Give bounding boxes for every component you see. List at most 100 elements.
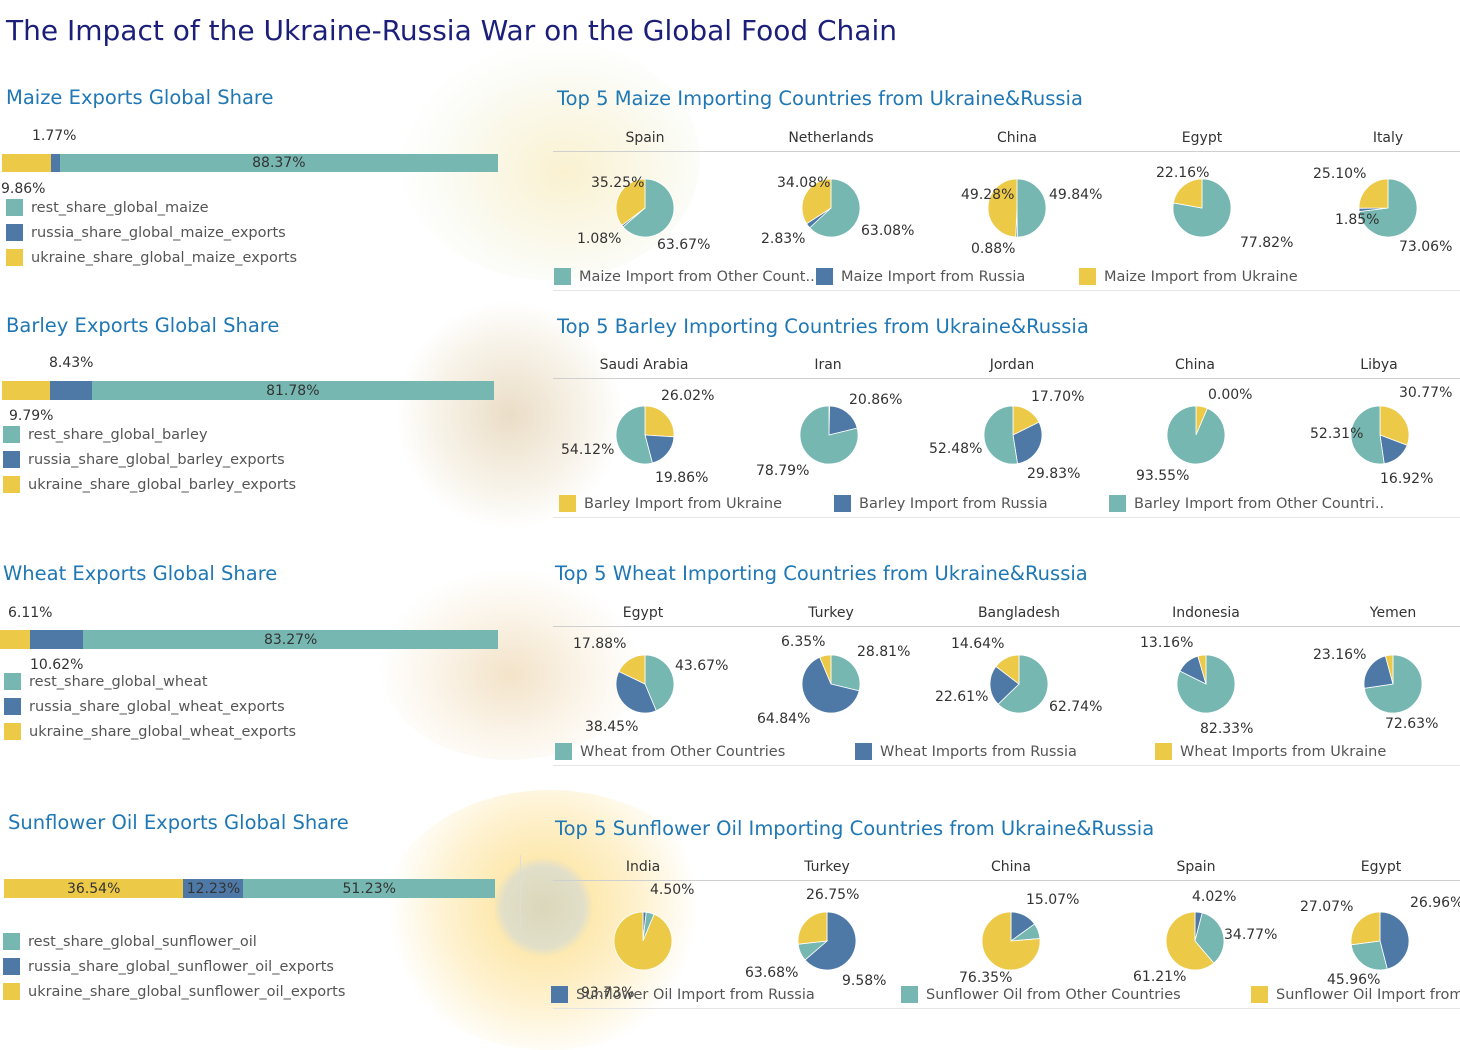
bar-data-label: 9.86%	[1, 181, 46, 197]
pie-china	[981, 911, 1041, 971]
pie-slice-ukraine	[618, 654, 646, 685]
legend-label: Barley Import from Ukraine	[584, 495, 783, 512]
legend-label: ukraine_share_global_wheat_exports	[29, 723, 297, 740]
bar-segment-rest: 83.27%	[83, 630, 498, 649]
pie-bangladesh	[989, 654, 1049, 714]
pie-data-label: 22.61%	[935, 689, 989, 705]
pie-data-label: 43.67%	[675, 658, 729, 674]
legend-label: ukraine_share_global_sunflower_oil_expor…	[28, 983, 346, 1000]
pie-data-label: 28.81%	[857, 644, 911, 660]
pie-slice-russia	[615, 670, 657, 714]
pie-data-label: 25.10%	[1313, 166, 1367, 182]
bar-data-label: 9.79%	[9, 408, 54, 424]
bar-segment-russia	[50, 154, 60, 172]
pie-spain	[615, 178, 675, 238]
pie-legend-item: Wheat Imports from Russia	[855, 743, 1077, 760]
country-header: Yemen	[1369, 605, 1417, 621]
legend-swatch	[4, 673, 21, 690]
bar-segment-ukraine	[2, 381, 51, 400]
pie-slice-russia	[801, 656, 860, 714]
legend-swatch	[1079, 268, 1096, 285]
pie-slice-ukraine	[1384, 654, 1394, 685]
legend-swatch	[551, 986, 568, 1003]
stacked-bar: 83.27%	[0, 630, 498, 649]
country-header: Bangladesh	[977, 605, 1061, 621]
pie-chart-title: Top 5 Sunflower Oil Importing Countries …	[555, 817, 1155, 840]
pie-data-label: 6.35%	[781, 634, 826, 650]
legend-swatch	[4, 723, 21, 740]
legend-label: russia_share_global_wheat_exports	[29, 698, 285, 715]
pie-slice-ukraine	[995, 654, 1020, 685]
pie-slice-ukraine	[987, 178, 1018, 238]
pie-chart-title: Top 5 Wheat Importing Countries from Ukr…	[555, 562, 1088, 585]
wheat-background-image	[380, 570, 640, 760]
pie-slice-rest	[622, 178, 675, 238]
pie-egypt	[1172, 178, 1232, 238]
pie-slice-ukraine	[1379, 405, 1410, 446]
legend-swatch	[3, 476, 20, 493]
pie-data-label: 26.02%	[661, 388, 715, 404]
pie-slice-rest	[983, 405, 1018, 465]
bar-legend-item: rest_share_global_wheat	[4, 673, 208, 690]
pie-data-label: 77.82%	[1240, 235, 1294, 251]
country-header: Turkey	[804, 859, 850, 875]
legend-swatch	[834, 495, 851, 512]
pie-data-label: 93.73%	[581, 985, 635, 1001]
pie-slice-ukraine	[801, 178, 832, 225]
legend-label: Maize Import from Other Count..	[579, 268, 815, 285]
legend-swatch	[3, 451, 20, 468]
legend-swatch	[554, 268, 571, 285]
barley-background-image	[395, 300, 625, 530]
pie-data-label: 16.92%	[1380, 471, 1434, 487]
legend-swatch	[855, 743, 872, 760]
pie-data-label: 4.02%	[1192, 889, 1237, 905]
pie-data-label: 17.70%	[1031, 389, 1085, 405]
legend-label: russia_share_global_sunflower_oil_export…	[28, 958, 334, 975]
bar-chart-title: Sunflower Oil Exports Global Share	[8, 811, 349, 834]
legend-label: Sunflower Oil Import from Russia	[576, 986, 815, 1003]
page-title: The Impact of the Ukraine-Russia War on …	[6, 14, 897, 47]
legend-label: Sunflower Oil from Other Countries	[926, 986, 1181, 1003]
legend-label: Maize Import from Russia	[841, 268, 1026, 285]
pie-data-label: 64.84%	[757, 711, 811, 727]
legend-swatch	[4, 698, 21, 715]
header-divider	[553, 626, 1460, 627]
country-header: Egypt	[1181, 130, 1223, 146]
legend-divider	[553, 765, 1460, 766]
bar-legend-item: rest_share_global_sunflower_oil	[3, 933, 257, 950]
pie-slice-russia	[644, 434, 675, 464]
country-header: Jordan	[989, 357, 1035, 373]
pie-legend-item: Maize Import from Ukraine	[1079, 268, 1298, 285]
legend-divider	[553, 517, 1460, 518]
bar-segment-ukraine	[2, 154, 51, 172]
pie-italy	[1358, 178, 1418, 238]
bar-chart-title: Maize Exports Global Share	[6, 86, 274, 109]
pie-slice-ukraine	[613, 911, 673, 971]
pie-chart-title: Top 5 Maize Importing Countries from Ukr…	[557, 87, 1083, 110]
bar-legend-item: ukraine_share_global_wheat_exports	[4, 723, 296, 740]
legend-swatch	[6, 199, 23, 216]
pie-data-label: 2.83%	[761, 231, 806, 247]
bar-legend-item: ukraine_share_global_barley_exports	[3, 476, 296, 493]
country-header: Spain	[625, 130, 665, 146]
bar-data-label: 6.11%	[8, 605, 53, 621]
pie-turkey	[801, 654, 861, 714]
pie-data-label: 20.86%	[849, 392, 903, 408]
pie-data-label: 14.64%	[951, 636, 1005, 652]
legend-swatch	[901, 986, 918, 1003]
pie-data-label: 1.08%	[577, 231, 622, 247]
pie-data-label: 82.33%	[1200, 721, 1254, 737]
stacked-bar: 88.37%	[2, 154, 498, 172]
pie-legend-item: Sunflower Oil from Other Countries	[901, 986, 1181, 1003]
pie-slice-rest	[830, 654, 861, 692]
legend-label: ukraine_share_global_barley_exports	[28, 476, 297, 493]
header-divider	[553, 880, 1460, 881]
pie-slice-ukraine	[615, 178, 646, 226]
bar-chart-title: Wheat Exports Global Share	[3, 562, 278, 585]
section-divider	[520, 855, 521, 927]
legend-swatch	[3, 933, 20, 950]
pie-data-label: 63.68%	[745, 965, 799, 981]
stacked-bar: 81.78%	[2, 381, 494, 400]
country-header: Italy	[1372, 130, 1404, 146]
pie-china	[1166, 405, 1226, 465]
